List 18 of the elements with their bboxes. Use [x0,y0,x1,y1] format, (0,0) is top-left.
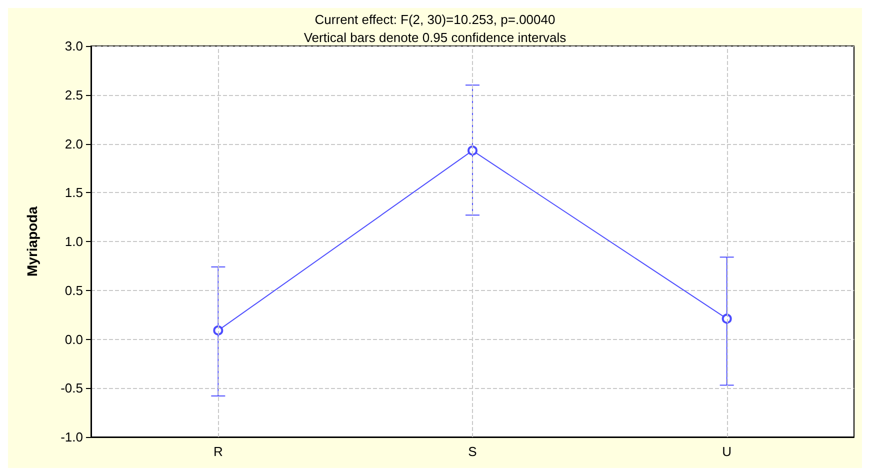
y-tick-label: 1.0 [64,234,83,249]
y-tick-label: 2.0 [64,136,83,152]
y-axis-title: Myriapoda [24,206,40,277]
y-tick-label: 0.5 [64,282,83,298]
y-tick-label: 3.0 [64,38,83,54]
y-tick-label: -1.0 [60,430,83,444]
x-tick-label: U [722,444,732,459]
chart-title: Current effect: F(2, 30)=10.253, p=.00040 [314,12,556,27]
x-tick-label: R [213,444,223,459]
point [468,146,478,156]
y-tick-label: 0.0 [64,332,83,347]
y-tick-label: 1.5 [64,185,83,200]
y-tick-label: -0.5 [60,380,83,396]
chart-subtitle: Vertical bars denote 0.95 confidence intervals [304,30,567,45]
y-tick-label: 2.5 [64,87,83,102]
point [722,314,732,324]
point [213,325,224,336]
x-tick-label: S [468,444,478,459]
